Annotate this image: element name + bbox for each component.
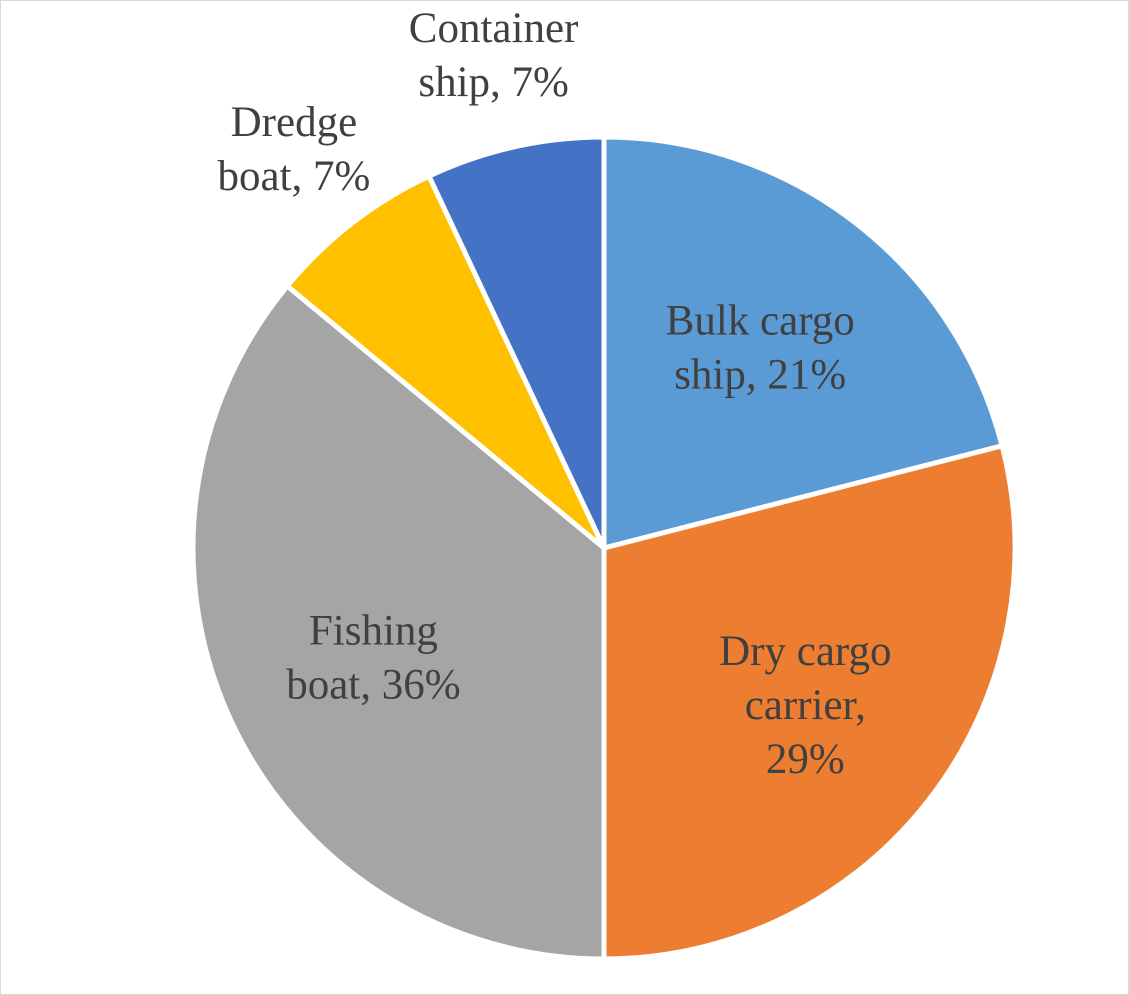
slice-label-line: boat, 7% — [217, 153, 370, 200]
pie-slice-dry-cargo-carrier — [601, 443, 1018, 962]
pie-slice-container-ship — [426, 134, 607, 551]
slices-layer — [190, 134, 1018, 962]
slice-label-line: Fishing — [309, 608, 438, 655]
slice-label-line: Container — [409, 5, 579, 52]
pie-slice-dredge-boat — [284, 173, 607, 551]
pie-slice-bulk-cargo-ship — [601, 134, 1005, 551]
slice-label-container-ship: Container ship, 7% — [409, 5, 579, 106]
labels-layer: Bulk cargo ship, 21% Dry cargo carrier, 29% F… — [217, 5, 891, 783]
slice-label-line: boat, 36% — [286, 662, 460, 709]
slice-label-dry-cargo-carrier: Dry cargo carrier, 29% — [719, 628, 891, 783]
slice-label-dredge-boat: Dredge boat, 7% — [217, 99, 370, 200]
slice-label-line: Bulk cargo — [666, 298, 855, 345]
slice-label-line: carrier, — [745, 682, 866, 729]
slice-label-line: Dry cargo — [719, 628, 891, 675]
pie-slice-fishing-boat — [190, 283, 607, 962]
slice-label-line: ship, 21% — [674, 352, 846, 399]
slice-label-line: Dredge — [231, 99, 358, 146]
slice-label-bulk-cargo-ship: Bulk cargo ship, 21% — [666, 298, 855, 399]
slice-label-line: 29% — [766, 736, 845, 783]
slice-label-line: ship, 7% — [418, 59, 569, 106]
slice-label-fishing-boat: Fishing boat, 36% — [286, 608, 460, 709]
